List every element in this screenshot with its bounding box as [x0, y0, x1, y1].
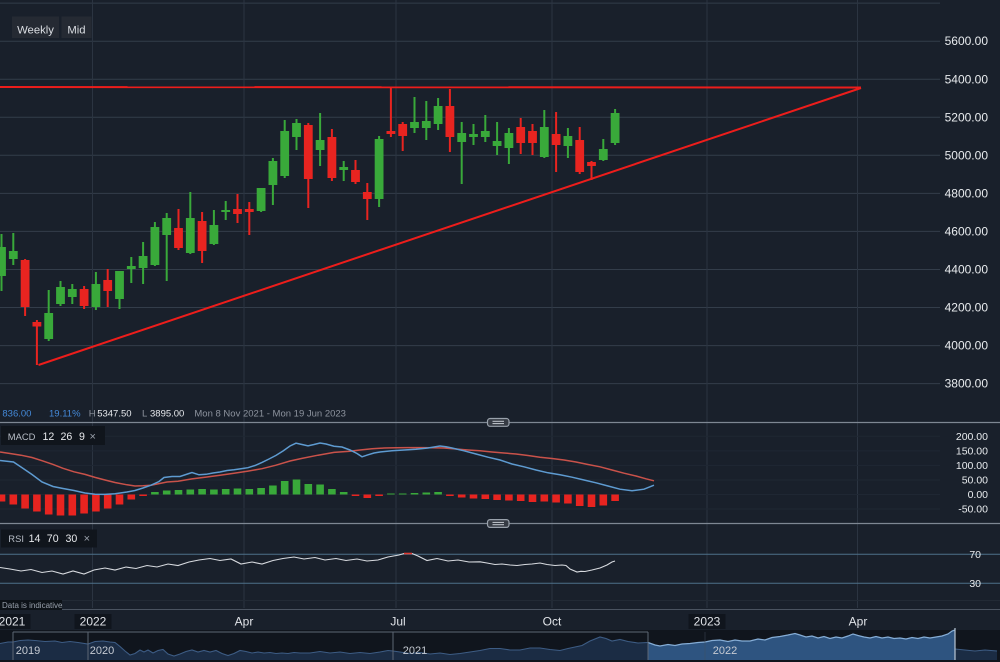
svg-text:2021: 2021 [0, 615, 26, 629]
svg-text:200.00: 200.00 [956, 431, 988, 443]
svg-text:×: × [90, 431, 96, 443]
svg-text:14: 14 [29, 533, 41, 545]
svg-text:2020: 2020 [90, 645, 114, 657]
svg-text:×: × [84, 533, 90, 545]
svg-text:5200.00: 5200.00 [945, 110, 989, 124]
svg-text:Apr: Apr [235, 615, 254, 629]
svg-text:2019: 2019 [16, 645, 40, 657]
svg-text:Data is indicative: Data is indicative [2, 601, 63, 610]
svg-text:RSI: RSI [8, 533, 24, 544]
svg-text:0.00: 0.00 [968, 489, 989, 501]
svg-text:Weekly: Weekly [17, 25, 54, 37]
svg-text:Mon 8 Nov 2021 - Mon 19 Jun 20: Mon 8 Nov 2021 - Mon 19 Jun 2023 [194, 409, 346, 420]
svg-text:Oct: Oct [543, 615, 562, 629]
svg-text:2021: 2021 [403, 645, 427, 657]
svg-text:12: 12 [43, 431, 55, 443]
svg-text:4400.00: 4400.00 [945, 263, 989, 277]
svg-text:Mid: Mid [67, 25, 85, 37]
svg-text:L: L [142, 409, 147, 420]
svg-text:4000.00: 4000.00 [945, 339, 989, 353]
svg-text:26: 26 [61, 431, 73, 443]
svg-text:19.11%: 19.11% [49, 409, 81, 420]
svg-text:4800.00: 4800.00 [945, 186, 989, 200]
svg-text:9: 9 [79, 431, 85, 443]
svg-text:2022: 2022 [80, 615, 107, 629]
svg-text:Apr: Apr [849, 615, 868, 629]
svg-text:3895.00: 3895.00 [150, 409, 184, 420]
svg-text:4600.00: 4600.00 [945, 224, 989, 238]
svg-text:100.00: 100.00 [956, 460, 988, 472]
svg-text:150.00: 150.00 [956, 445, 988, 457]
svg-text:30: 30 [969, 578, 981, 590]
svg-text:836.00: 836.00 [2, 409, 31, 420]
svg-text:70: 70 [969, 549, 981, 561]
svg-text:50.00: 50.00 [962, 474, 988, 486]
svg-text:MACD: MACD [8, 431, 36, 442]
svg-text:2023: 2023 [694, 615, 721, 629]
svg-text:5000.00: 5000.00 [945, 148, 989, 162]
svg-text:5400.00: 5400.00 [945, 72, 989, 86]
svg-text:Jul: Jul [390, 615, 405, 629]
svg-text:70: 70 [47, 533, 59, 545]
svg-text:5347.50: 5347.50 [97, 409, 131, 420]
svg-text:4200.00: 4200.00 [945, 301, 989, 315]
svg-text:H: H [89, 409, 96, 420]
svg-text:-50.00: -50.00 [958, 504, 988, 516]
svg-text:2022: 2022 [713, 645, 737, 657]
svg-text:5600.00: 5600.00 [945, 34, 989, 48]
svg-text:30: 30 [66, 533, 78, 545]
svg-text:3800.00: 3800.00 [945, 377, 989, 391]
